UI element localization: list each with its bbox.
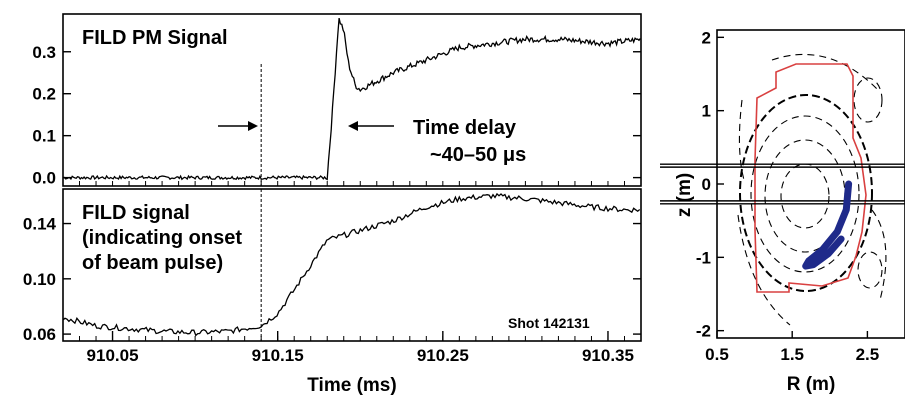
bottom-y-tick-label: 0.14 [23,215,57,234]
bottom-y-tick-label: 0.10 [23,270,56,289]
right-y-tick-label: -2 [696,322,711,341]
top-panel-title: FILD PM Signal [82,27,228,49]
right-y-tick-label: 2 [702,28,711,47]
bottom-y-tick-label: 0.06 [23,325,56,344]
flux-separatrix [739,94,873,292]
top-panel-frame [62,13,642,187]
right-x-ticks: 0.5 1.5 2.5 [705,331,879,364]
particle-orbit [802,180,853,270]
flux-contour-3 [750,115,860,273]
bottom-series-line [62,192,641,337]
top-y-tick-label: 0.1 [32,127,56,146]
flux-contour-outer-top [771,53,881,93]
flux-contour-coil-top [853,77,883,123]
top-x-minor-ticks [79,181,642,186]
right-x-tick-label: 0.5 [705,345,729,364]
right-panel: 2 1 0 -1 -2 0.5 1.5 2.5 z (m) R (m) [660,28,905,395]
bottom-x-tick-label: 910.25 [417,346,469,365]
flux-contour-outer-left [737,214,791,326]
right-x-axis-label: R (m) [787,374,836,395]
bottom-x-tick-label: 910.05 [87,346,139,365]
left-arrowhead [248,121,258,131]
bottom-title-line-2: (indicating onset [82,227,242,249]
bottom-x-tick-label: 910.35 [582,346,634,365]
bottom-panel-frame [62,188,642,342]
right-arrowhead [348,121,358,131]
right-x-tick-label: 1.5 [780,345,804,364]
bottom-x-ticks: 910.05 910.15 910.25 910.35 [79,331,642,365]
top-y-tick-label: 0.3 [32,43,56,62]
flux-contour-coil-bottom [857,251,883,289]
top-series-line [62,17,641,181]
vessel-wall [754,63,867,293]
bottom-x-tick-label: 910.15 [252,346,304,365]
right-x-tick-label: 2.5 [856,345,880,364]
right-y-tick-label: -1 [696,248,711,267]
bottom-title-line-3: of beam pulse) [82,252,223,274]
x-axis-label: Time (ms) [307,375,396,396]
bottom-title-line-1: FILD signal [82,202,190,224]
right-panel-frame [716,29,905,339]
top-y-tick-label: 0.2 [32,85,56,104]
top-panel: 0.0 0.1 0.2 0.3 FILD PM Signal Time delay ~… [32,13,642,188]
time-delay-label: Time delay [413,117,517,139]
flux-contour-inner-left [738,99,745,181]
bottom-panel: 0.06 0.10 0.14 910.05 910.15 910.25 910.35 FI… [23,188,642,396]
bottom-y-ticks: 0.06 0.10 0.14 [23,215,641,344]
right-y-tick-label: 0 [702,175,711,194]
top-y-ticks: 0.0 0.1 0.2 0.3 [32,43,641,188]
right-y-ticks: 2 1 0 -1 -2 [696,28,724,341]
right-y-axis-label: z (m) [674,173,695,217]
time-delay-value: ~40–50 μs [430,144,526,166]
right-y-tick-label: 1 [702,102,711,121]
chord-lines [660,163,905,205]
flux-contour-outer-right [871,209,887,301]
shot-label: Shot 142131 [508,315,590,331]
top-y-tick-label: 0.0 [32,169,56,188]
flux-contour-1 [780,163,830,229]
